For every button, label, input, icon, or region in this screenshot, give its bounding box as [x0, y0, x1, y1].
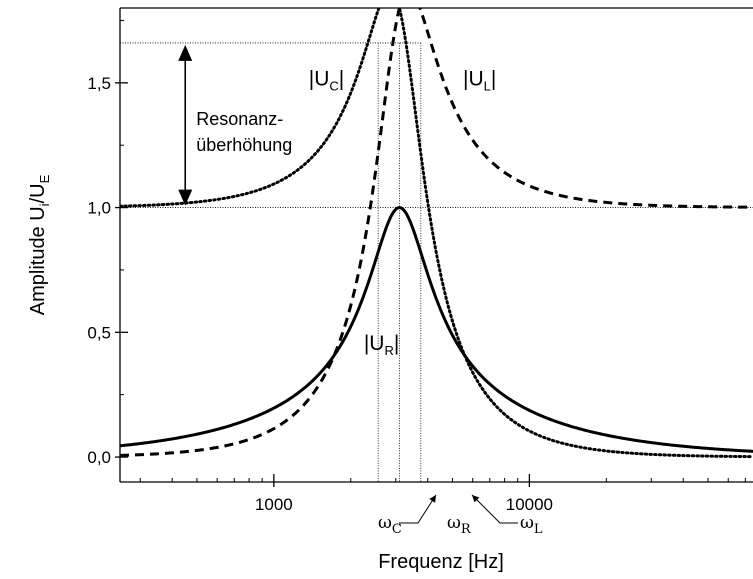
omega-c-leader-arrowhead [429, 495, 436, 503]
resonance-arrow-head-down [178, 189, 193, 206]
omega-l-label: ωL [520, 513, 543, 537]
curve-label-uc: |UC| [309, 67, 344, 93]
x-tick-label: 1000 [255, 495, 293, 514]
curve-ur [120, 206, 753, 453]
omega-r-label: ωR [447, 513, 472, 537]
omega-l-leader [471, 494, 518, 524]
y-tick-label: 0,5 [87, 323, 111, 342]
x-tick-label: 10000 [506, 495, 553, 514]
curve-ul [120, 8, 753, 457]
x-axis-title: Frequenz [Hz] [378, 551, 504, 573]
omega-l-leader-arrowhead [472, 495, 480, 503]
y-tick-label: 1,5 [87, 74, 111, 93]
curve-label-ul: |UL| [463, 67, 496, 93]
y-axis-title: Amplitude Ui/UE [27, 174, 52, 315]
y-tick-label: 0,0 [87, 448, 111, 467]
omega-c-label: ωC [378, 513, 402, 537]
omega-c-leader [399, 494, 437, 524]
curve-label-ur: |UR| [364, 332, 399, 358]
annotation-line-2: überhöhung [196, 135, 292, 155]
annotation-line-1: Resonanz- [196, 109, 283, 129]
curve-uc [120, 8, 753, 459]
resonance-arrow-head-up [178, 44, 193, 61]
y-tick-label: 1,0 [87, 199, 111, 218]
